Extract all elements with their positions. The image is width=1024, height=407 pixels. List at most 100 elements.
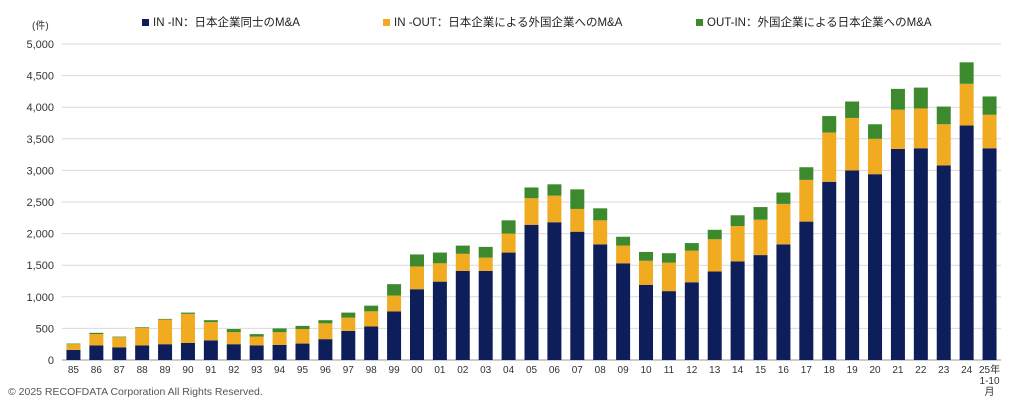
bar-segment-in-in bbox=[845, 170, 860, 360]
bar-segment-out-in bbox=[593, 208, 608, 221]
x-tick-label: 23 bbox=[938, 365, 950, 376]
legend-swatch-in-in bbox=[142, 18, 149, 26]
x-tick-label: 96 bbox=[320, 365, 332, 376]
y-tick-label: 0 bbox=[48, 355, 54, 367]
bar-segment-in-out bbox=[387, 295, 402, 312]
bar-segment-in-in bbox=[616, 263, 631, 360]
bar-segment-out-in bbox=[868, 124, 883, 139]
x-tick-label: 88 bbox=[137, 365, 149, 376]
legend-item-in-in: IN -IN：日本企業同士のM&A bbox=[142, 14, 300, 30]
bar-segment-in-in bbox=[158, 344, 173, 360]
bar-segment-in-out bbox=[639, 260, 654, 285]
bar-segment-in-in bbox=[318, 339, 333, 360]
bar-segment-in-out bbox=[913, 108, 928, 149]
bar-segment-out-in bbox=[364, 305, 379, 312]
bar-segment-in-in bbox=[890, 148, 905, 360]
y-tick-label: 3,000 bbox=[26, 165, 54, 177]
bar-segment-in-out bbox=[661, 262, 676, 292]
bar-segment-out-in bbox=[982, 96, 997, 115]
y-tick-label: 4,000 bbox=[26, 102, 54, 114]
bar-segment-out-in bbox=[341, 312, 356, 318]
bar-segment-in-in bbox=[249, 345, 264, 360]
x-tick-label: 16 bbox=[778, 365, 790, 376]
y-unit-label: (件) bbox=[32, 21, 49, 32]
bar-segment-in-out bbox=[776, 203, 791, 245]
bar-segment-out-in bbox=[684, 243, 699, 251]
copyright-footer: © 2025 RECOFDATA Corporation All Rights … bbox=[8, 386, 263, 398]
bar-segment-in-in bbox=[203, 340, 218, 360]
bar-segment-out-in bbox=[226, 329, 241, 333]
bar-segment-out-in bbox=[753, 207, 768, 220]
bar-segment-in-out bbox=[364, 311, 379, 327]
x-tick-label: 07 bbox=[572, 365, 584, 376]
x-tick-label: 90 bbox=[182, 365, 194, 376]
bar-segment-out-in bbox=[318, 320, 333, 324]
y-tick-label: 2,500 bbox=[26, 197, 54, 209]
legend-item-in-out: IN -OUT：日本企業による外国企業へのM&A bbox=[383, 14, 622, 30]
legend-swatch-out-in bbox=[696, 18, 703, 26]
bar-segment-in-in bbox=[295, 343, 310, 360]
legend-item-out-in: OUT-IN：外国企業による日本企業へのM&A bbox=[696, 14, 932, 30]
bar-segment-in-in bbox=[524, 224, 539, 360]
bar-segment-in-out bbox=[409, 266, 424, 290]
bar-segment-out-in bbox=[524, 187, 539, 199]
bar-segment-in-in bbox=[959, 125, 974, 360]
bar-segment-in-out bbox=[845, 117, 860, 171]
x-tick-label: 月 bbox=[985, 386, 995, 398]
x-tick-label: 13 bbox=[709, 365, 721, 376]
bar-segment-in-in bbox=[478, 270, 493, 360]
x-tick-label: 93 bbox=[251, 365, 263, 376]
legend: IN -IN：日本企業同士のM&A IN -OUT：日本企業による外国企業へのM… bbox=[0, 14, 1024, 34]
bar-segment-out-in bbox=[936, 106, 951, 125]
x-tick-label: 97 bbox=[343, 365, 355, 376]
bar-segment-in-in bbox=[387, 311, 402, 360]
bar-segment-in-in bbox=[684, 282, 699, 360]
bars bbox=[66, 62, 997, 360]
bar-segment-in-out bbox=[570, 208, 585, 232]
y-tick-label: 5,000 bbox=[26, 39, 54, 51]
bar-segment-in-out bbox=[753, 219, 768, 256]
bar-segment-out-in bbox=[501, 220, 516, 234]
x-tick-label: 02 bbox=[457, 365, 469, 376]
bar-segment-in-out bbox=[226, 332, 241, 345]
bar-segment-in-in bbox=[639, 284, 654, 360]
bar-segment-in-out bbox=[295, 329, 310, 344]
x-tick-label: 24 bbox=[961, 365, 973, 376]
bar-segment-in-in bbox=[455, 270, 470, 360]
bar-segment-in-in bbox=[730, 261, 745, 360]
bar-segment-out-in bbox=[249, 334, 264, 337]
bar-segment-out-in bbox=[387, 284, 402, 296]
bar-segment-out-in bbox=[707, 229, 722, 240]
x-tick-label: 17 bbox=[801, 365, 813, 376]
bar-segment-out-in bbox=[135, 327, 150, 328]
bar-segment-in-out bbox=[249, 336, 264, 346]
bar-segment-in-out bbox=[707, 239, 722, 272]
bar-segment-in-in bbox=[226, 344, 241, 360]
legend-swatch-in-out bbox=[383, 18, 390, 26]
bar-segment-in-in bbox=[341, 330, 356, 360]
bar-segment-in-out bbox=[730, 226, 745, 262]
bar-segment-out-in bbox=[890, 88, 905, 110]
bar-segment-in-in bbox=[593, 244, 608, 360]
x-tick-label: 09 bbox=[618, 365, 630, 376]
bar-segment-in-in bbox=[913, 148, 928, 360]
bar-segment-in-in bbox=[66, 349, 81, 360]
bar-segment-out-in bbox=[822, 116, 837, 133]
bar-segment-in-out bbox=[272, 332, 287, 345]
bar-segment-in-in bbox=[89, 345, 104, 360]
bar-segment-in-in bbox=[180, 342, 195, 360]
bar-segment-out-in bbox=[616, 236, 631, 246]
bar-segment-in-in bbox=[272, 344, 287, 360]
bar-segment-in-out bbox=[982, 114, 997, 149]
bar-segment-out-in bbox=[959, 62, 974, 84]
bar-segment-in-in bbox=[822, 181, 837, 360]
legend-label-in-in: IN -IN：日本企業同士のM&A bbox=[153, 17, 300, 29]
bar-segment-in-out bbox=[112, 337, 127, 348]
x-tick-label: 99 bbox=[389, 365, 401, 376]
x-tick-label: 87 bbox=[114, 365, 126, 376]
x-tick-label: 06 bbox=[549, 365, 561, 376]
x-tick-label: 22 bbox=[915, 365, 927, 376]
bar-segment-out-in bbox=[639, 251, 654, 261]
bar-segment-out-in bbox=[776, 192, 791, 204]
bar-segment-in-out bbox=[890, 109, 905, 149]
